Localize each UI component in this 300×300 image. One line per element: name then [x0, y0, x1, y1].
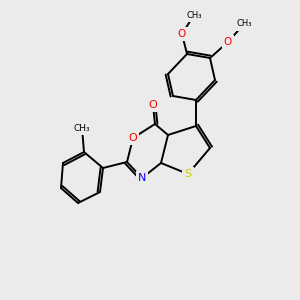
Text: O: O — [148, 100, 158, 110]
Text: CH₃: CH₃ — [236, 20, 252, 28]
Text: S: S — [184, 169, 192, 179]
Text: CH₃: CH₃ — [74, 124, 90, 133]
Text: O: O — [129, 133, 137, 143]
Text: N: N — [138, 173, 146, 183]
Text: O: O — [224, 37, 232, 47]
Text: CH₃: CH₃ — [186, 11, 202, 20]
Text: O: O — [178, 29, 186, 39]
